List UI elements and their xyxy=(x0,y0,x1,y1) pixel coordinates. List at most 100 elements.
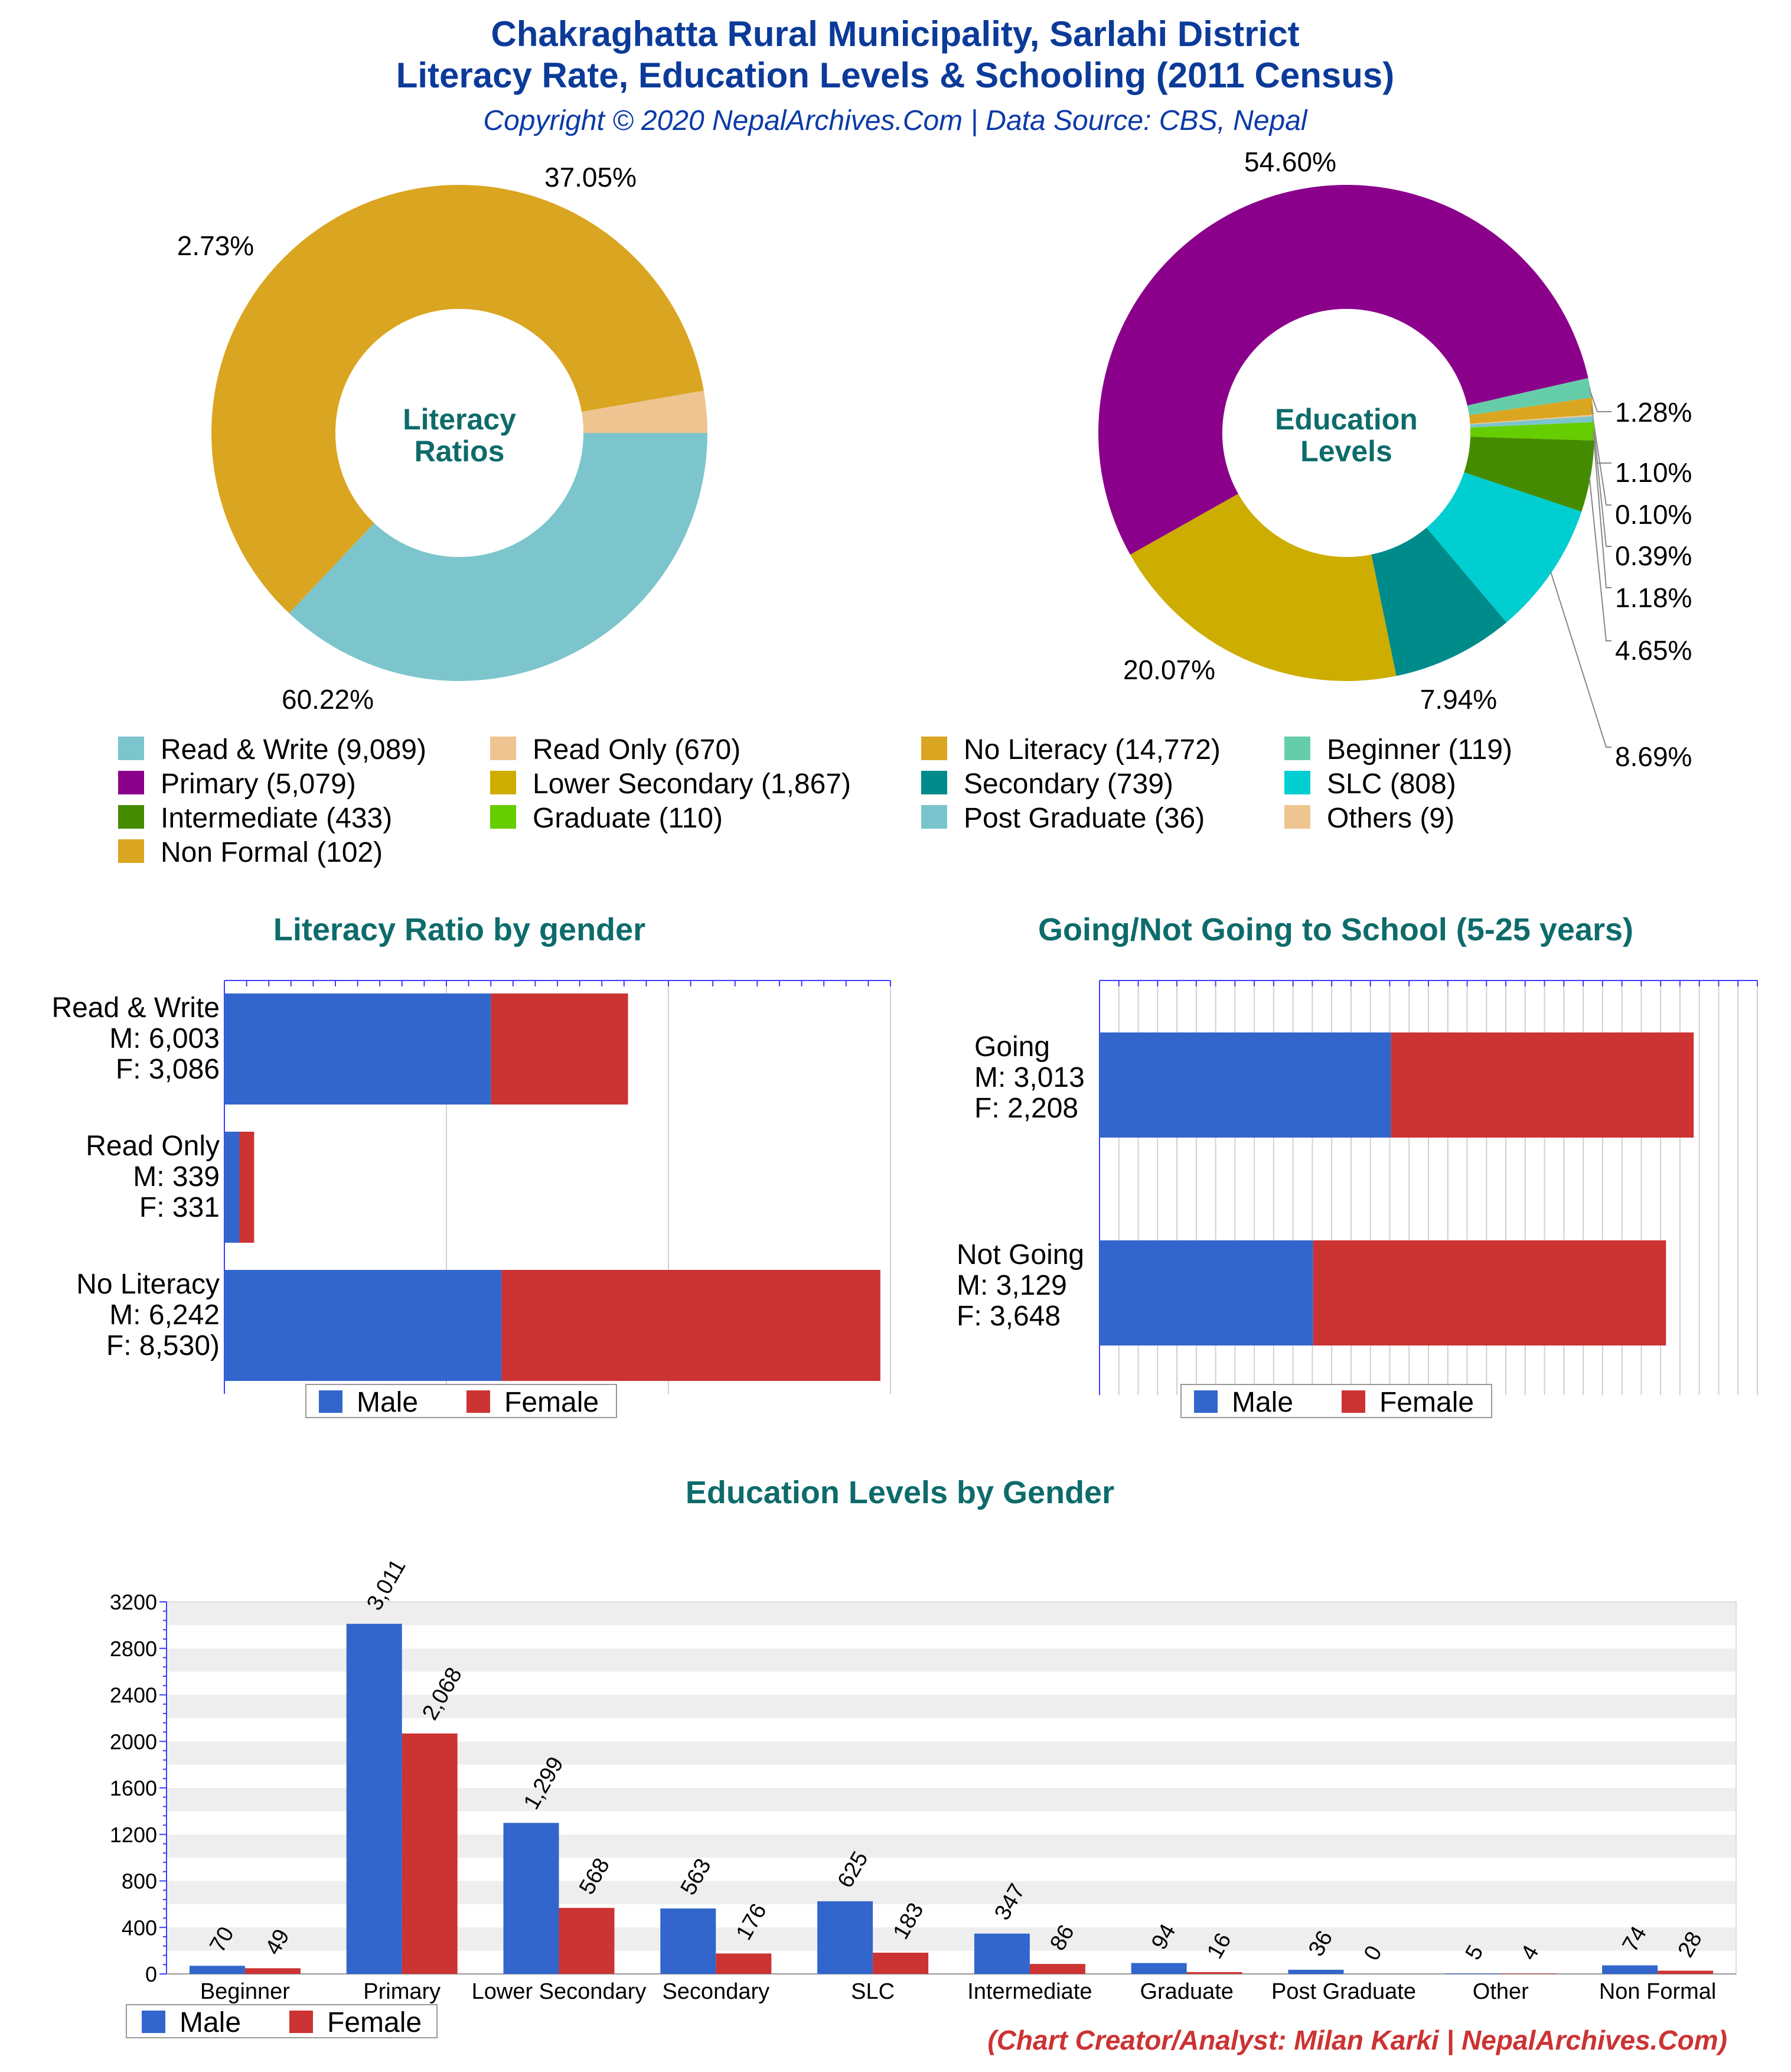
bar-male xyxy=(660,1908,716,1974)
legend-label: Secondary (739) xyxy=(964,768,1173,800)
category-label: Read & Write xyxy=(51,992,220,1024)
y-tick-label: 1600 xyxy=(110,1776,157,1800)
legend-swatch xyxy=(921,737,947,760)
legend-label: Beginner (119) xyxy=(1327,734,1512,765)
legend-label: Primary (5,079) xyxy=(161,768,356,800)
legend-label: Female xyxy=(327,2007,422,2038)
legend-label: Post Graduate (36) xyxy=(964,803,1205,834)
legend-swatch xyxy=(1342,1390,1365,1413)
slice-label: 20.07% xyxy=(1123,654,1215,685)
legend-label: Male xyxy=(357,1387,418,1418)
legend-label: No Literacy (14,772) xyxy=(964,734,1221,765)
bar-female xyxy=(1313,1240,1666,1346)
category-label: Going xyxy=(974,1031,1050,1063)
bar-female xyxy=(244,1968,301,1974)
chart-legend-box xyxy=(1180,1384,1492,1418)
grid-band xyxy=(167,1602,1736,1625)
bar-female xyxy=(1500,1973,1557,1974)
slice-intermediate xyxy=(1464,436,1594,512)
bar-male xyxy=(346,1624,402,1974)
slice-no-literacy xyxy=(211,185,704,614)
grid-band xyxy=(167,1648,1736,1672)
legend-swatch xyxy=(118,771,144,794)
category-label: F: 2,208 xyxy=(974,1093,1078,1124)
legend-label: Read & Write (9,089) xyxy=(161,734,426,765)
bar-male xyxy=(1100,1032,1391,1138)
credit-text: (Chart Creator/Analyst: Milan Karki | Ne… xyxy=(987,2025,1727,2055)
x-tick-label: SLC xyxy=(851,1979,895,2004)
x-tick-label: Beginner xyxy=(200,1979,290,2004)
legend-label: Intermediate (433) xyxy=(161,803,392,834)
legend-label: Others (9) xyxy=(1327,803,1454,834)
bar-male xyxy=(224,1270,502,1381)
leader-line xyxy=(1592,431,1611,588)
legend-swatch xyxy=(490,805,516,829)
education-gender-chart-title: Education Levels by Gender xyxy=(686,1475,1114,1510)
legend-label: SLC (808) xyxy=(1327,768,1456,800)
legend-swatch xyxy=(319,1390,342,1413)
legend-label: Non Formal (102) xyxy=(161,837,383,868)
category-label: M: 3,013 xyxy=(974,1062,1085,1093)
chart-legend-box xyxy=(126,2004,438,2038)
main-subtitle: Literacy Rate, Education Levels & School… xyxy=(396,56,1395,95)
leader-line xyxy=(1588,387,1611,412)
bar-male xyxy=(1288,1969,1344,1974)
y-tick-label: 1200 xyxy=(110,1823,157,1847)
slice-label: 4.65% xyxy=(1615,635,1692,666)
x-tick-label: Other xyxy=(1473,1979,1529,2004)
bar-female xyxy=(1029,1964,1085,1974)
legend-label: Graduate (110) xyxy=(533,803,723,834)
legend-swatch xyxy=(118,737,144,760)
bar-male xyxy=(817,1901,873,1974)
category-label: F: 8,530) xyxy=(106,1330,220,1361)
slice-beginner xyxy=(1467,377,1592,416)
category-label: Not Going xyxy=(957,1239,1084,1270)
chart-legend-box xyxy=(305,1384,617,1418)
slice-post-graduate xyxy=(1470,416,1594,428)
bar-male xyxy=(224,993,491,1105)
donut-center-label: Education xyxy=(1275,403,1418,436)
slice-read-only xyxy=(581,390,707,433)
leader-line xyxy=(1588,476,1611,641)
slice-label: 2.73% xyxy=(177,230,254,261)
donut-center-label: Literacy xyxy=(403,403,516,436)
bar-male xyxy=(189,1966,245,1974)
legend-swatch xyxy=(1284,805,1310,829)
school-chart-title: Going/Not Going to School (5-25 years) xyxy=(1038,912,1633,947)
slice-non-formal xyxy=(1469,398,1594,424)
category-label: M: 3,129 xyxy=(957,1270,1067,1301)
legend-swatch xyxy=(142,2011,165,2033)
x-tick-label: Graduate xyxy=(1140,1979,1233,2004)
legend-label: Male xyxy=(1232,1387,1293,1418)
grid-band xyxy=(167,1625,1736,1649)
slice-label: 1.28% xyxy=(1615,397,1692,428)
slice-primary xyxy=(1098,184,1588,555)
y-tick-label: 2400 xyxy=(110,1683,157,1708)
slice-label: 0.39% xyxy=(1615,540,1692,571)
bar-male xyxy=(1445,1973,1501,1974)
bar-male xyxy=(1131,1963,1187,1974)
slice-label: 1.10% xyxy=(1615,457,1692,488)
slice-label: 7.94% xyxy=(1420,684,1497,715)
legend-swatch xyxy=(1284,737,1310,760)
slice-lower-secondary xyxy=(1130,493,1397,681)
bar-female xyxy=(1186,1972,1242,1974)
y-tick-label: 3200 xyxy=(110,1590,157,1614)
bar-female xyxy=(239,1132,255,1243)
bar-female xyxy=(873,1952,929,1974)
category-label: M: 339 xyxy=(133,1161,220,1193)
slice-slc xyxy=(1426,472,1582,623)
legend-label: Female xyxy=(504,1387,599,1418)
bar-female xyxy=(402,1733,458,1974)
legend-swatch xyxy=(490,771,516,794)
category-label: F: 3,086 xyxy=(116,1054,220,1085)
y-tick-label: 400 xyxy=(122,1915,157,1940)
legend-label: Read Only (670) xyxy=(533,734,740,765)
legend-swatch xyxy=(289,2011,313,2033)
bar-female xyxy=(559,1908,615,1974)
slice-label: 60.22% xyxy=(282,684,374,715)
category-label: F: 331 xyxy=(139,1192,220,1223)
